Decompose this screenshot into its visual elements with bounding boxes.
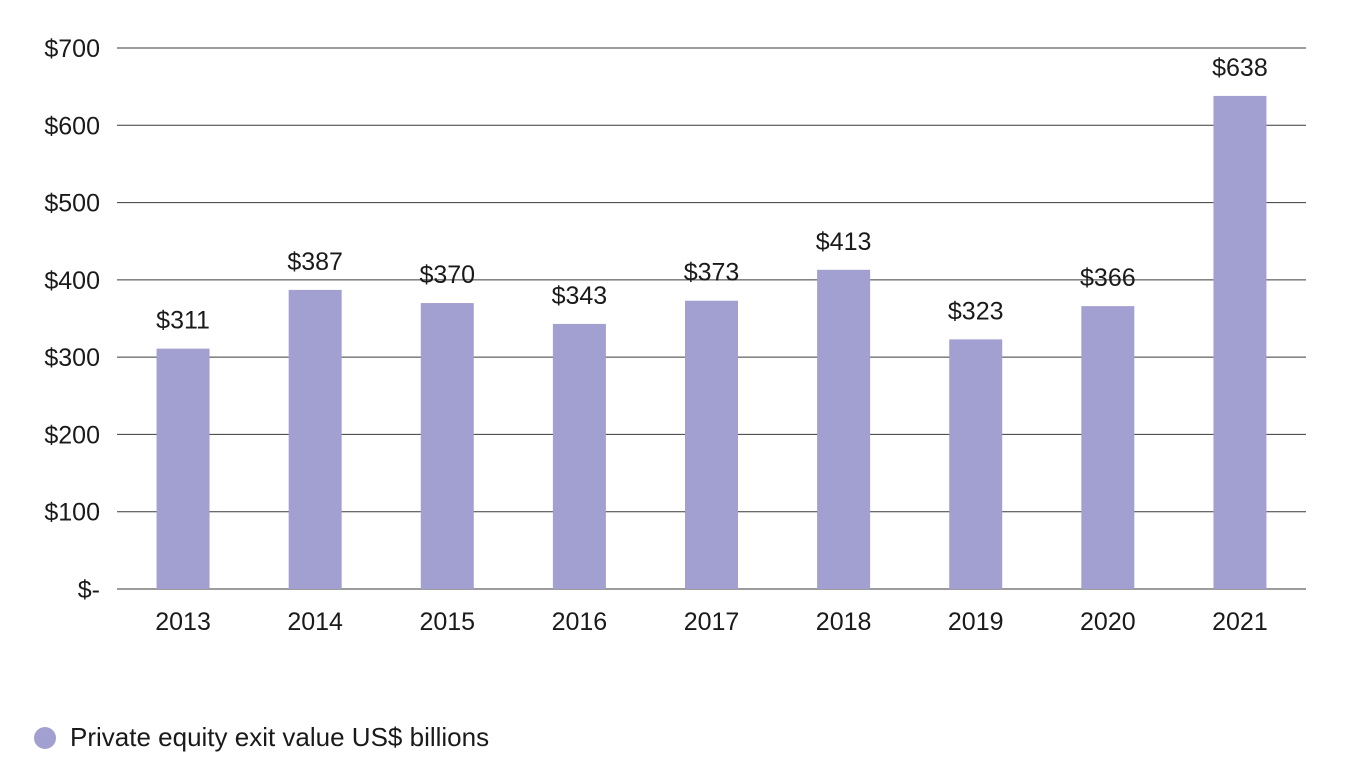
data-label: $323 (948, 297, 1004, 325)
bar (1081, 306, 1135, 589)
y-tick-label: $600 (44, 112, 100, 140)
legend: Private equity exit value US$ billions (34, 722, 489, 753)
y-tick-label: $300 (44, 344, 100, 372)
data-label: $311 (156, 307, 210, 335)
bar (288, 289, 342, 589)
legend-label: Private equity exit value US$ billions (70, 722, 490, 752)
bar (949, 339, 1003, 589)
bar (1213, 95, 1267, 589)
bar (685, 300, 738, 589)
y-tick-label: $700 (44, 35, 100, 63)
x-tick-label: 2015 (419, 608, 475, 636)
x-tick-label: 2017 (684, 608, 740, 636)
data-label: $373 (684, 259, 740, 287)
x-tick-label: 2021 (1212, 608, 1268, 636)
y-tick-label: $400 (44, 267, 100, 295)
bar (156, 348, 210, 589)
bar (817, 269, 871, 589)
data-label: $366 (1080, 264, 1136, 292)
legend-marker (34, 726, 56, 749)
y-tick-label: $200 (44, 421, 100, 449)
data-label: $387 (287, 248, 343, 276)
data-label: $638 (1212, 54, 1268, 82)
data-label: $343 (552, 282, 608, 310)
y-tick-label: $100 (44, 499, 100, 527)
y-tick-label: $- (78, 576, 100, 604)
x-tick-label: 2013 (155, 608, 211, 636)
x-tick-label: 2016 (552, 608, 608, 636)
data-label: $370 (419, 261, 475, 289)
bar-chart: $- $100 $200 $300 $400 $500 $600 $700 $311 2013 $3… (44, 35, 1306, 636)
data-label: $413 (816, 228, 872, 256)
bar (420, 303, 474, 589)
x-tick-label: 2019 (948, 608, 1004, 636)
x-tick-label: 2014 (287, 608, 343, 636)
bar (552, 323, 606, 589)
y-tick-label: $500 (44, 190, 100, 218)
x-tick-label: 2020 (1080, 608, 1136, 636)
x-tick-label: 2018 (816, 608, 872, 636)
